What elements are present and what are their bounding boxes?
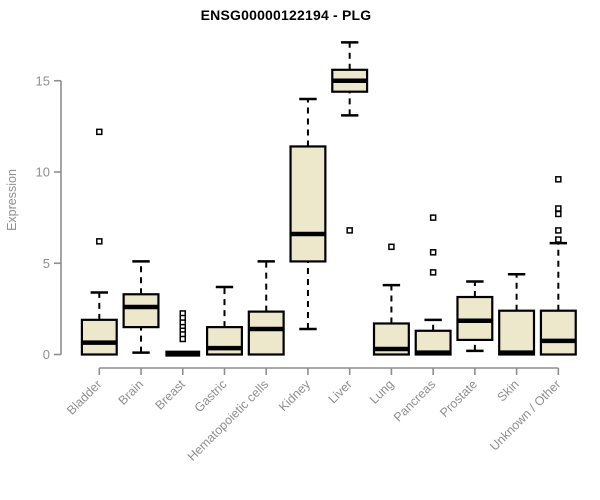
outlier-point xyxy=(555,227,562,234)
box-brain xyxy=(122,260,160,354)
x-tick-label: Bladder xyxy=(64,377,104,417)
outlier-point xyxy=(96,238,103,245)
box-liver xyxy=(331,41,369,234)
outlier-point xyxy=(388,243,395,251)
x-tick-label: Kidney xyxy=(276,377,313,414)
outlier-point xyxy=(555,205,562,212)
x-tick-label: Prostate xyxy=(437,377,480,420)
outlier-point xyxy=(555,236,562,243)
x-tick-label: Gastric xyxy=(192,377,230,415)
y-tick-label: 15 xyxy=(36,73,50,88)
box-lung xyxy=(372,243,410,356)
x-tick-label: Hematopoietic cells xyxy=(185,377,272,464)
chart-title: ENSG00000122194 - PLG xyxy=(200,7,372,23)
x-tick-label: Lung xyxy=(367,377,397,407)
y-tick-label: 10 xyxy=(36,165,50,180)
box-rect xyxy=(498,309,536,356)
outlier-point xyxy=(96,128,103,136)
x-tick-label: Skin xyxy=(495,377,522,404)
outlier-point xyxy=(429,249,437,256)
box-hematopoietic-cells xyxy=(247,260,285,356)
y-tick-label: 0 xyxy=(43,347,50,362)
box-bladder xyxy=(80,128,118,356)
box-prostate xyxy=(456,280,494,353)
outlier-point xyxy=(429,214,437,221)
box-rect xyxy=(205,326,243,356)
outlier-point xyxy=(179,335,187,343)
box-rect xyxy=(456,295,494,342)
x-tick-label: Unknown / Other xyxy=(487,377,563,453)
outlier-point xyxy=(555,210,562,218)
box-rect xyxy=(247,310,285,356)
x-tick-label: Pancreas xyxy=(391,377,438,424)
box-rect xyxy=(539,309,577,356)
x-tick-label: Liver xyxy=(326,377,355,406)
box-kidney xyxy=(289,97,327,331)
box-skin xyxy=(498,272,536,356)
box-gastric xyxy=(205,285,243,356)
x-tick-label: Brain xyxy=(116,377,147,408)
box-breast xyxy=(165,310,201,357)
box-rect xyxy=(80,318,118,356)
box-unknown-other xyxy=(539,176,577,356)
box-rect xyxy=(122,293,160,329)
y-tick-label: 5 xyxy=(43,256,50,271)
outlier-point xyxy=(346,227,353,234)
outlier-point xyxy=(555,176,562,183)
y-axis-title: Expression xyxy=(5,169,19,231)
box-rect xyxy=(289,145,327,263)
x-tick-label: Breast xyxy=(152,377,188,413)
outlier-point xyxy=(429,269,437,276)
box-pancreas xyxy=(414,214,452,356)
